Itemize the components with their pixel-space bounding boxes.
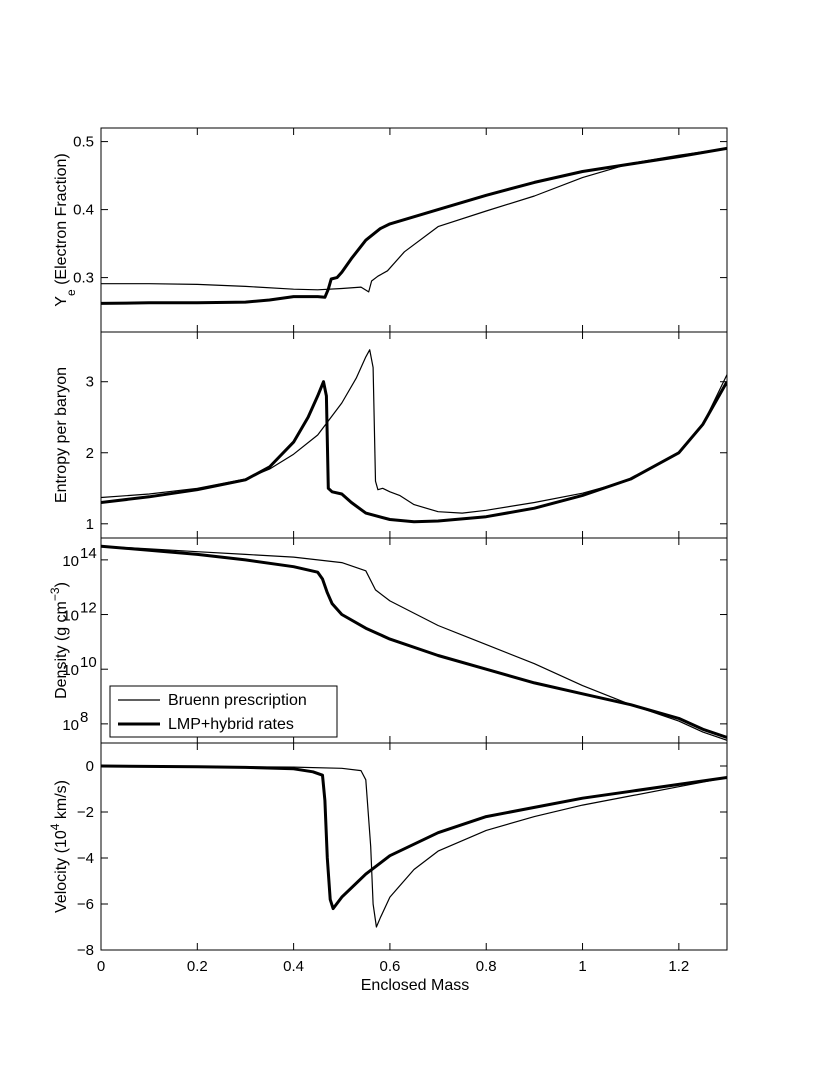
y-axis-label: Ye (Electron Fraction) — [53, 153, 78, 306]
x-tick-label: 0.6 — [379, 958, 400, 975]
panel-4: 0 0.2 0.4 0.6 0.8 1 1.2 −8 −6 −4 −2 0 Velocity (104 … — [48, 742, 728, 975]
legend-label: LMP+hybrid rates — [168, 716, 294, 733]
panel-2: 1 2 3 Entropy per baryon — [53, 331, 728, 539]
x-axis-label: Enclosed Mass — [361, 977, 470, 994]
y-tick-label: 3 — [86, 374, 94, 391]
y-tick-label: 0.4 — [73, 202, 94, 219]
y-tick-label: 10 — [62, 608, 79, 625]
x-tick-label: 0.8 — [476, 958, 497, 975]
series-line-bruenn — [101, 147, 727, 293]
legend-box — [109, 685, 338, 738]
y-axis-label: Density (g cm−3) — [48, 582, 70, 699]
y-tick-label: 10 — [62, 662, 79, 679]
series-line-lmp-hybrid — [101, 544, 727, 739]
x-tick-label: 0 — [97, 958, 105, 975]
y-tick-label: 1 — [86, 516, 94, 533]
y-tick-exponent: 12 — [80, 600, 97, 617]
x-tick-label: 0.4 — [283, 958, 304, 975]
x-tick-label: 0.2 — [187, 958, 208, 975]
y-tick-label: 10 — [62, 553, 79, 570]
series-line-lmp-hybrid — [101, 764, 727, 911]
y-tick-label: 0 — [86, 758, 94, 775]
y-tick-label: −8 — [77, 942, 94, 959]
y-axis-label: Entropy per baryon — [53, 367, 70, 503]
panels: 0.30.40.5Ye (Electron Fraction)123Entrop… — [48, 127, 728, 975]
series-line-lmp-hybrid — [101, 146, 727, 305]
y-tick-label: −4 — [77, 850, 94, 867]
legend: Bruenn prescription LMP+hybrid rates — [109, 685, 338, 738]
y-tick-label: 2 — [86, 445, 94, 462]
y-tick-exponent: 8 — [80, 709, 88, 726]
y-tick-label: −6 — [77, 896, 94, 913]
x-tick-label: 1 — [578, 958, 586, 975]
y-tick-exponent: 14 — [80, 545, 97, 562]
plot-frame — [100, 331, 728, 539]
y-tick-label: 10 — [62, 717, 79, 734]
series-line-bruenn — [101, 349, 727, 514]
y-axis-label: Velocity (104 km/s) — [48, 780, 70, 913]
y-tick-label: 0.3 — [73, 270, 94, 287]
y-tick-label: −2 — [77, 804, 94, 821]
y-tick-exponent: 10 — [80, 654, 97, 671]
y-tick-label: 0.5 — [73, 134, 94, 151]
series-line-bruenn — [101, 765, 727, 928]
legend-label: Bruenn prescription — [168, 692, 307, 709]
series-line-lmp-hybrid — [101, 380, 727, 524]
panel-1: 0.3 0.4 0.5 Ye (Electron Fraction) — [53, 127, 728, 333]
x-tick-label: 1.2 — [668, 958, 689, 975]
plot-frame — [100, 742, 728, 951]
